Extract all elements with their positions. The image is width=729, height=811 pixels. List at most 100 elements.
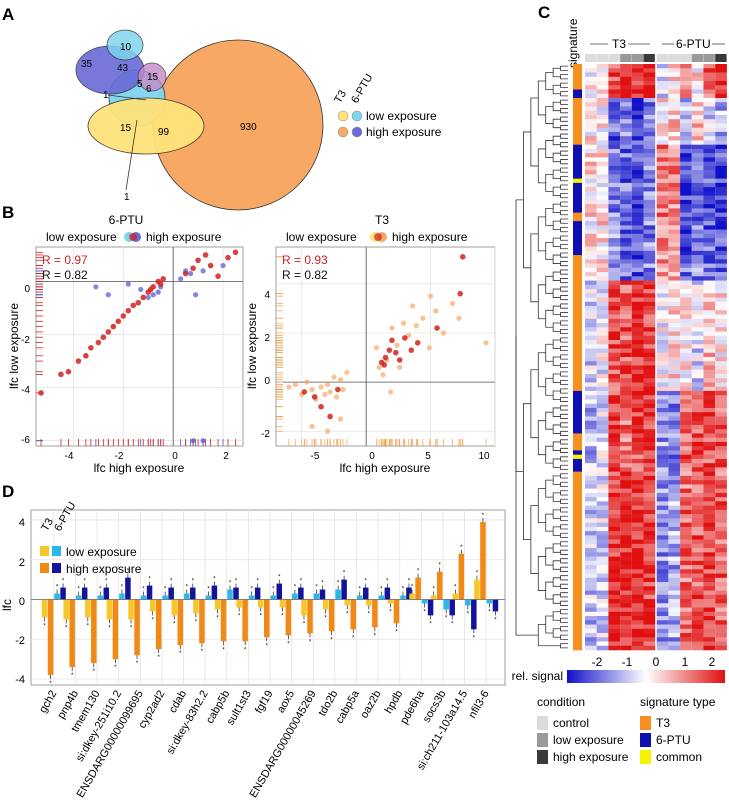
heatmap-cell [585, 64, 597, 69]
bar [264, 599, 270, 638]
bar [298, 587, 304, 600]
heatmap-cell [608, 522, 621, 528]
heatmap-cell [715, 144, 727, 150]
heatmap-cell [668, 140, 681, 145]
heatmap-cell [608, 140, 621, 145]
heatmap-cell [656, 314, 669, 320]
heatmap-cell [631, 531, 644, 536]
heatmap-cell [715, 637, 727, 642]
heatmap-cell [608, 620, 621, 625]
scatter-ptu-point-low [105, 329, 112, 335]
heatmap-cell [703, 140, 716, 145]
signature-cell [573, 195, 582, 201]
significance-mark: * [343, 571, 346, 577]
heatmap-cell [631, 242, 644, 247]
heatmap-cell [680, 344, 692, 349]
heatmap-cell [631, 437, 644, 443]
heatmap-cell [585, 484, 597, 489]
heatmap-cell [680, 633, 692, 638]
heatmap-cell [608, 573, 621, 579]
heatmap-cell [691, 246, 704, 252]
venn-count: 1 [103, 90, 109, 101]
heatmap-cell [643, 424, 656, 430]
heatmap-cell [668, 276, 681, 281]
heatmap-cell [643, 310, 656, 315]
heatmap-cell [643, 599, 656, 604]
significance-mark: * [222, 647, 225, 653]
heatmap-cell [715, 267, 727, 273]
heatmap-cell [620, 212, 632, 218]
scatter-t3-ytick: 4 [264, 290, 270, 301]
heatmap-cell [631, 505, 644, 511]
heatmap-cell [596, 153, 609, 158]
signature-cell [573, 331, 582, 337]
signature-cell [573, 586, 582, 591]
scatter-ptu-point-high [150, 292, 156, 298]
significance-mark: * [256, 579, 259, 585]
heatmap-cell [703, 306, 716, 311]
heatmap-cell [643, 314, 656, 320]
heatmap-cell [680, 607, 692, 613]
heatmap-cell [680, 114, 692, 120]
scatter-ptu-point-low [75, 358, 82, 364]
heatmap-cell [620, 225, 632, 230]
heatmap-cell [691, 560, 704, 566]
heatmap-cell [585, 306, 597, 311]
heatmap-cell [656, 454, 669, 460]
signature-cell [573, 467, 582, 472]
significance-mark: * [467, 611, 470, 617]
heatmap-cell [703, 259, 716, 264]
heatmap-cell [680, 560, 692, 566]
significance-mark: * [423, 609, 426, 615]
signature-cell [573, 306, 582, 311]
heatmap-cell [596, 242, 609, 247]
heatmap-cell [668, 458, 681, 464]
signature-cell [573, 64, 582, 69]
heatmap-cell [680, 267, 692, 273]
condition-cell [620, 54, 632, 62]
heatmap-cell [643, 522, 656, 528]
heatmap-cell [608, 556, 621, 562]
heatmap-cell [620, 93, 632, 99]
heatmap-cell [680, 64, 692, 69]
significance-mark: * [368, 611, 371, 617]
bar [60, 587, 66, 600]
heatmap-cell [608, 480, 621, 485]
heatmap-cell [691, 412, 704, 417]
heatmap-cell [680, 255, 692, 260]
bar [155, 599, 162, 650]
heatmap-cell [715, 378, 727, 383]
venn-ptu-low-lobe [106, 29, 144, 61]
heatmap-cell [620, 323, 632, 328]
heatmap-cell [608, 357, 621, 362]
heatmap-cell [596, 492, 609, 498]
significance-mark: * [324, 615, 327, 621]
heatmap-cell [608, 229, 621, 235]
heatmap-cell [668, 399, 681, 405]
heatmap-cell [608, 543, 621, 549]
heatmap-cell [680, 594, 692, 600]
heatmap-cell [691, 484, 704, 489]
heatmap-cell [620, 616, 632, 621]
significance-mark: * [43, 623, 46, 629]
heatmap-cell [608, 369, 621, 375]
heatmap-cell [703, 97, 716, 103]
heatmap-cell [596, 365, 609, 371]
heatmap-cell [691, 497, 704, 502]
heatmap-cell [715, 259, 727, 264]
heatmap-cell [643, 488, 656, 494]
heatmap-cell [680, 403, 692, 409]
heatmap-cell [631, 161, 644, 167]
heatmap-cell [668, 250, 681, 256]
scatter-t3-point-low [393, 349, 399, 356]
heatmap-cell [596, 611, 609, 617]
heatmap-cell [703, 365, 716, 371]
heatmap-cell [656, 289, 669, 294]
heatmap-cell [703, 424, 716, 430]
signature-cell [573, 204, 582, 209]
heatmap-cell [596, 344, 609, 349]
heatmap-cell [668, 628, 681, 634]
signature-cell [573, 170, 582, 175]
heatmap-cell [608, 633, 621, 638]
heatmap-cell [643, 437, 656, 443]
